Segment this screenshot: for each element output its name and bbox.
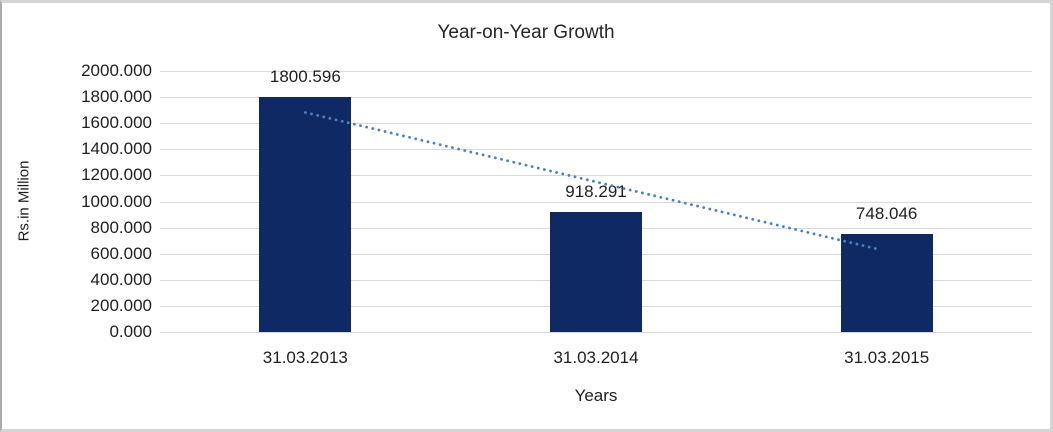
gridline [160,97,1032,99]
y-tick-label: 800.000 [90,217,152,237]
gridline [160,175,1032,177]
y-tick-label: 1400.000 [81,139,152,159]
gridline [160,332,1032,333]
trendline [303,111,883,252]
y-tick-label: 0.000 [109,322,152,341]
chart-title: Year-on-Year Growth [437,22,615,43]
x-axis-tick-labels: 31.03.2013 31.03.2014 31.03.2015 [160,348,1032,368]
x-axis-title: Years [574,386,618,405]
x-tick-label: 31.03.2014 [553,348,639,367]
gridline [160,123,1032,125]
y-tick-label: 1600.000 [81,113,152,133]
y-tick-label: 1800.000 [81,87,152,107]
y-tick-label: 600.000 [90,243,152,263]
y-tick-label: 400.000 [90,269,152,289]
bar-31.03.2013 [259,97,352,332]
y-tick-label: 1000.000 [81,191,152,211]
bar-value-label: 1800.596 [269,67,341,87]
y-tick-label: 200.000 [90,295,152,315]
bar-31.03.2015 [840,234,933,332]
y-tick-label: 2000.000 [81,61,152,80]
y-axis-tick-labels: 2000.000 1800.000 1600.000 1400.000 1200.000… [2,61,152,341]
x-tick-label: 31.03.2013 [262,348,348,367]
y-tick-label: 1200.000 [81,165,152,185]
gridline [160,71,1032,72]
plot-area: 1800.596 918.291 748.046 [160,67,1032,333]
gridline [160,149,1032,151]
x-tick-label: 31.03.2015 [844,348,930,367]
bar-31.03.2014 [550,212,642,332]
bar-value-label: 748.046 [855,204,918,224]
gridline [160,201,1032,203]
